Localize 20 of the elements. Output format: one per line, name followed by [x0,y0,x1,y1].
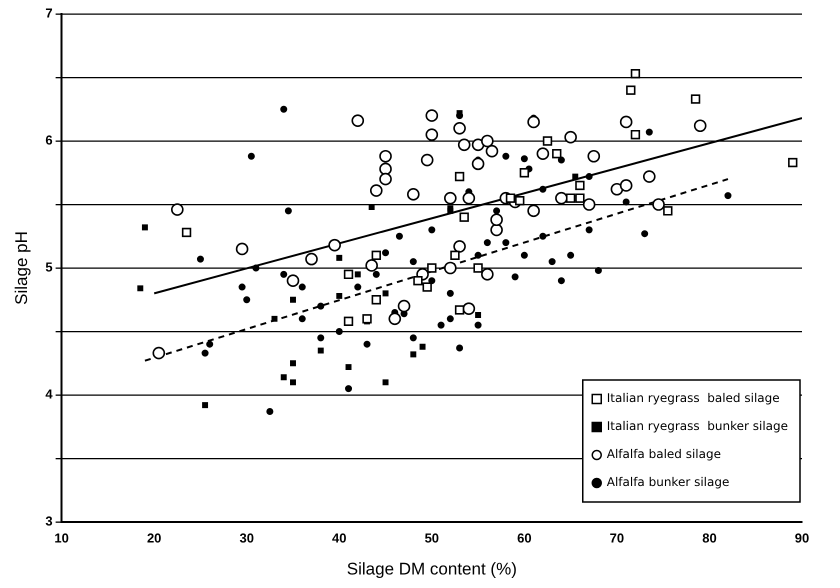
x-tick-label: 40 [332,530,347,546]
legend-label: Italian ryegrass bunker silage [606,419,788,434]
legend-label: Italian ryegrass baled silage [606,391,780,406]
x-tick-label: 20 [146,530,162,546]
legend-label: Alfalfa baled silage [606,447,721,462]
x-tick-label: 90 [794,530,810,546]
x-tick-label: 30 [239,530,254,546]
y-axis-title: Silage pH [12,231,31,305]
y-tick-label: 7 [45,6,53,21]
x-tick-label: 60 [517,530,532,546]
x-tick-label: 10 [54,530,69,546]
x-axis-title: Silage DM content (%) [346,559,517,578]
x-tick-label: 80 [702,530,717,546]
legend-label: Alfalfa bunker silage [606,475,730,490]
x-tick-label: 70 [610,530,624,546]
x-tick-label: 50 [424,530,440,546]
y-tick-label: 5 [45,260,53,275]
y-tick-label: 4 [45,386,54,402]
y-tick-label: 3 [45,514,53,529]
y-tick-label: 6 [45,132,53,148]
